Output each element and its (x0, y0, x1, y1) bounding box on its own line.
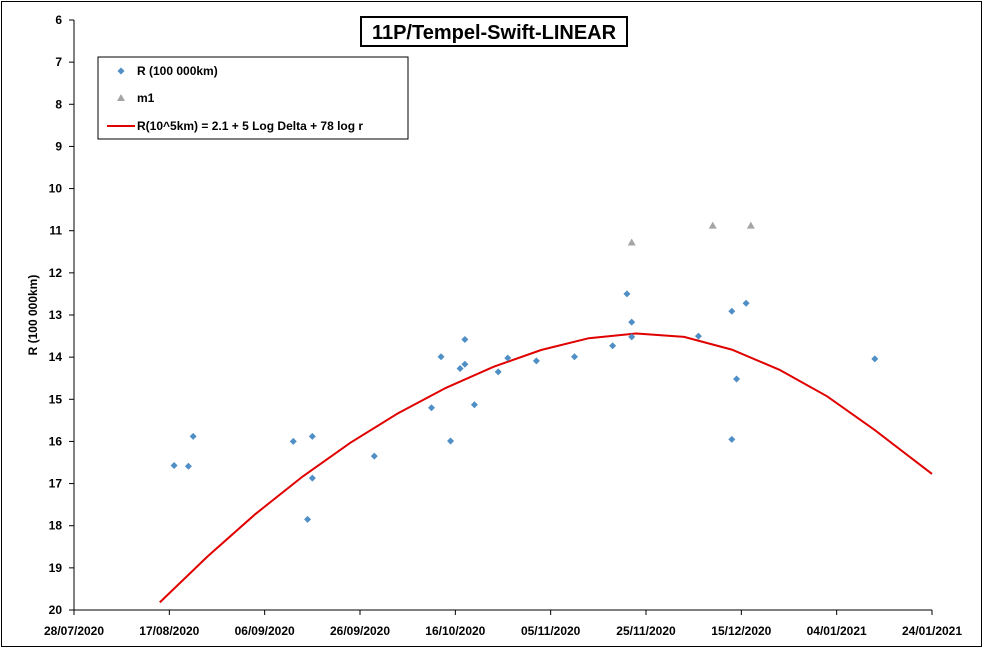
x-tick-label: 16/10/2020 (425, 624, 485, 638)
point-r (623, 290, 631, 298)
series (159, 221, 933, 604)
legend-symbol-r (117, 67, 125, 75)
legend-label: m1 (137, 91, 155, 105)
x-tick-label: 15/12/2020 (711, 624, 771, 638)
chart-title-box: 11P/Tempel-Swift-LINEAR (360, 16, 628, 47)
y-tick-label: 8 (55, 97, 62, 111)
point-r (494, 368, 502, 376)
point-r (733, 375, 741, 383)
point-r (742, 299, 750, 307)
point-r (628, 318, 636, 326)
point-r (470, 401, 478, 409)
legend-label: R (100 000km) (137, 64, 218, 78)
y-tick-label: 14 (49, 350, 63, 364)
legend-label: R(10^5km) = 2.1 + 5 Log Delta + 78 log r (137, 119, 363, 133)
point-r (694, 332, 702, 340)
x-ticks: 28/07/2020 17/08/2020 06/09/2020 26/09/2020… (44, 610, 962, 638)
point-r (871, 355, 879, 363)
point-m1 (708, 221, 717, 229)
y-tick-label: 7 (55, 55, 62, 69)
y-ticks: 6 7 8 9 10 11 12 13 14 15 16 17 18 19 20 (49, 13, 74, 617)
y-tick-label: 13 (49, 308, 63, 322)
point-r (456, 365, 464, 373)
point-r (571, 353, 578, 361)
x-tick-label: 17/08/2020 (139, 624, 199, 638)
point-r (461, 360, 469, 368)
y-tick-label: 10 (49, 182, 63, 196)
point-r (728, 307, 736, 315)
y-tick-label: 17 (49, 477, 63, 491)
axes: 6 7 8 9 10 11 12 13 14 15 16 17 18 19 20 28/07/2020 17/… (26, 13, 962, 638)
point-r (189, 432, 197, 440)
point-m1 (627, 238, 636, 246)
chart-title: 11P/Tempel-Swift-LINEAR (372, 22, 617, 44)
legend-box (97, 56, 409, 140)
y-tick-label: 12 (49, 266, 63, 280)
point-r (504, 354, 512, 362)
point-r (370, 452, 378, 460)
point-r (447, 437, 455, 445)
point-r (184, 462, 192, 470)
y-tick-label: 15 (49, 392, 63, 406)
point-r (289, 437, 297, 445)
series-fit-line (159, 332, 933, 604)
point-r (532, 357, 540, 365)
y-tick-label: 16 (49, 434, 63, 448)
y-tick-label: 9 (55, 139, 62, 153)
x-tick-label: 25/11/2020 (616, 624, 676, 638)
legend-symbol-m1 (117, 94, 125, 101)
x-tick-label: 24/01/2021 (902, 624, 962, 638)
x-tick-label: 06/09/2020 (235, 624, 295, 638)
x-tick-label: 26/09/2020 (330, 624, 390, 638)
y-tick-label: 11 (49, 224, 62, 238)
legend: R (100 000km) m1 R(10^5km) = 2.1 + 5 Log D… (97, 56, 409, 140)
y-tick-label: 18 (49, 519, 63, 533)
y-tick-label: 20 (49, 603, 63, 617)
x-tick-label: 28/07/2020 (44, 624, 104, 638)
point-r (170, 461, 178, 469)
y-axis-title: R (100 000km) (26, 275, 40, 356)
x-tick-label: 04/01/2021 (807, 624, 867, 638)
title-box (360, 16, 628, 47)
point-r (428, 404, 435, 412)
point-r (609, 342, 617, 350)
y-tick-label: 6 (55, 13, 62, 27)
point-r (304, 515, 312, 523)
point-r (728, 435, 736, 443)
point-r (437, 353, 445, 361)
x-tick-label: 05/11/2020 (521, 624, 581, 638)
point-r (461, 335, 469, 343)
y-tick-label: 19 (49, 561, 63, 575)
legend-items: R (100 000km) m1 R(10^5km) = 2.1 + 5 Log D… (107, 64, 363, 133)
point-r (308, 474, 316, 482)
point-r (308, 432, 316, 440)
point-r (628, 333, 636, 341)
point-m1 (746, 221, 755, 229)
